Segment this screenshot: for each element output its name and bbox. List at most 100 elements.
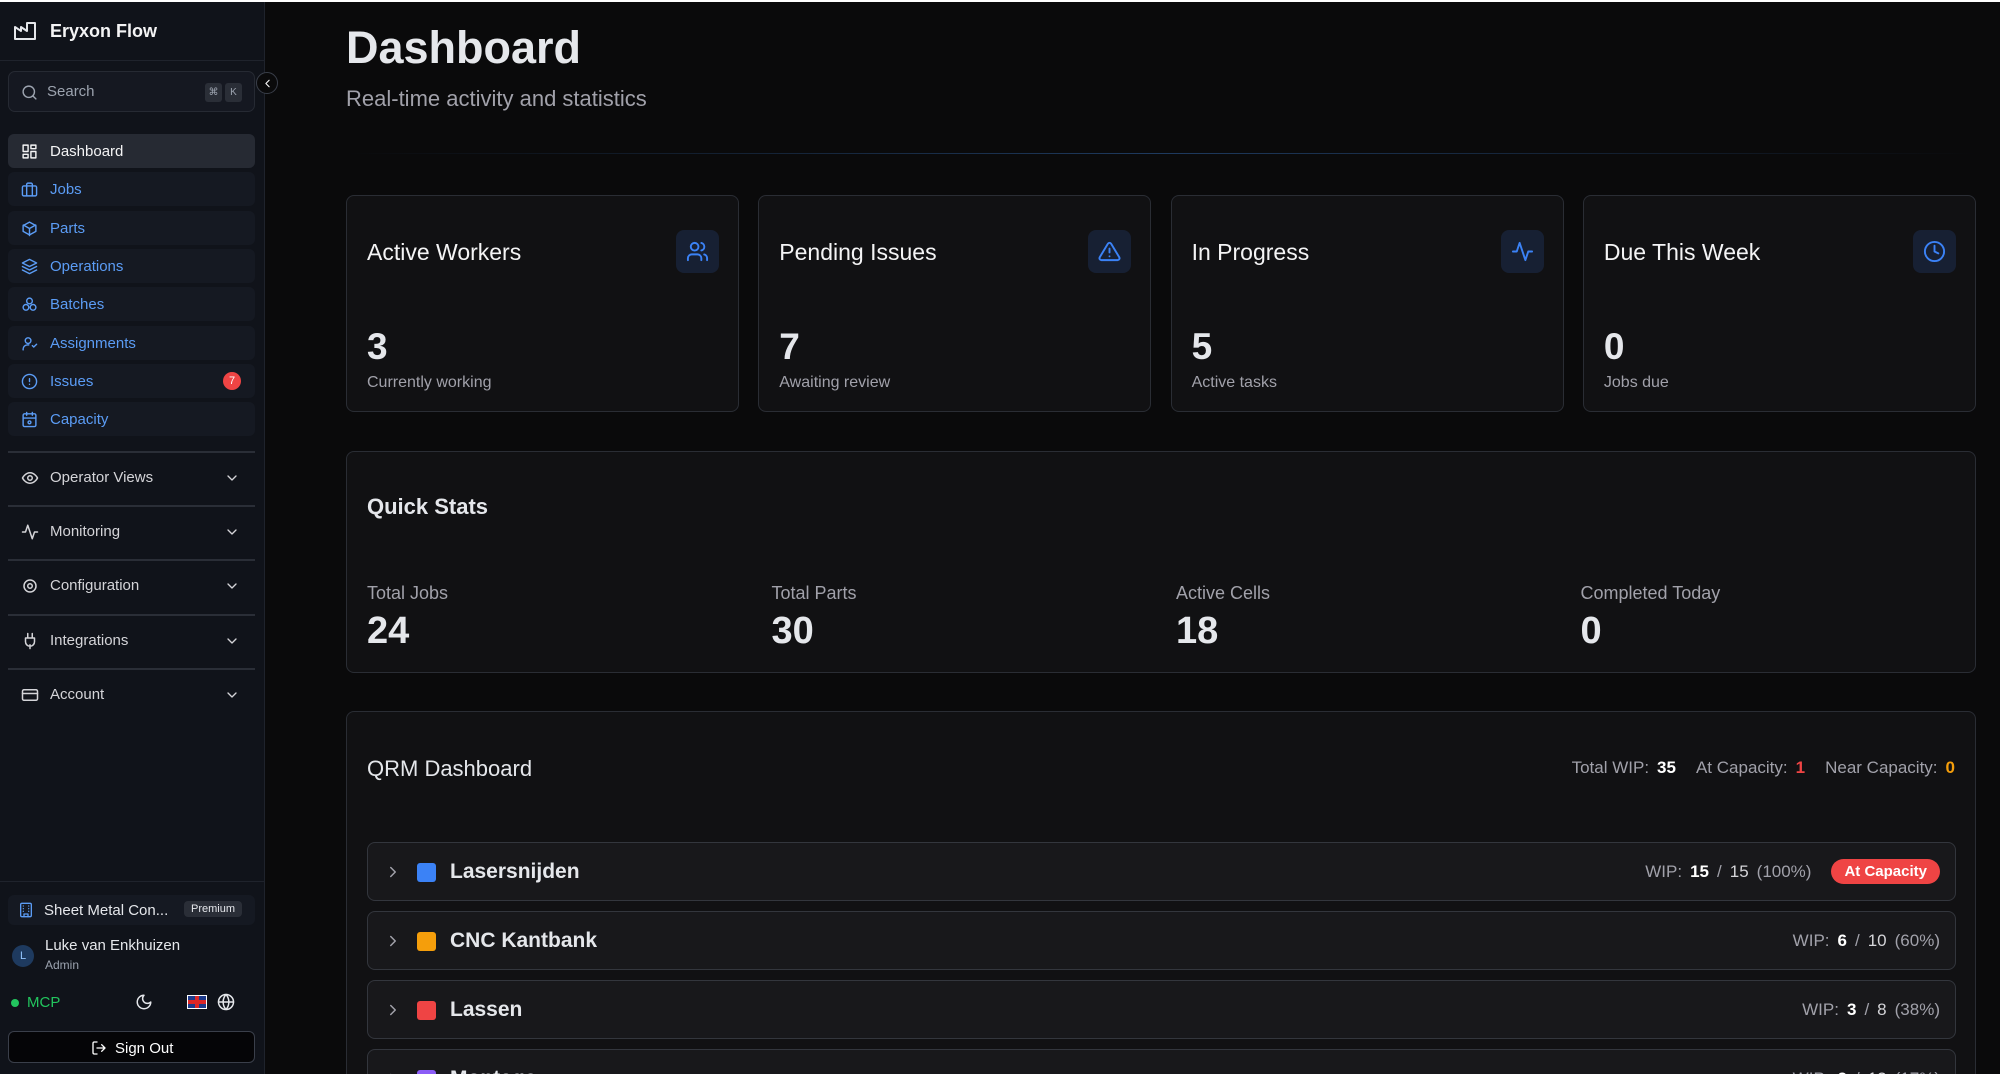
user-avatar: L: [12, 945, 34, 967]
brand-icon-svg: [14, 22, 36, 40]
nav-label: Jobs: [50, 181, 82, 199]
divider: [8, 451, 255, 453]
group-chevron: [224, 524, 240, 540]
panel-title: QRM Dashboard: [367, 756, 533, 781]
nav-group[interactable]: Monitoring: [8, 513, 255, 551]
card-icon-svg: [686, 241, 709, 262]
shortcut-key: ⌘: [205, 83, 222, 102]
cell-row[interactable]: CNC Kantbank WIP: 6 / 10 (60%): [367, 911, 1956, 970]
nav-label: Capacity: [50, 411, 109, 429]
cell-color: [417, 863, 436, 882]
nav-icon: [21, 220, 38, 237]
cell-color: [417, 1070, 436, 1074]
wip-percent: (17%): [1895, 1069, 1940, 1075]
status-badge: At Capacity: [1831, 859, 1940, 884]
row-chevron-svg: [390, 866, 396, 878]
quick-stats-panel: Quick Stats Total Jobs 24 Total Parts 30 Acti…: [346, 451, 1976, 673]
row-chevron: [384, 1001, 402, 1019]
card-caption: Jobs due: [1603, 374, 1669, 391]
nav-item[interactable]: Assignments: [8, 325, 255, 360]
status-label: MCP: [27, 994, 61, 1011]
summary-value: 0: [1945, 758, 1955, 777]
cell-row[interactable]: Montage WIP: 2 / 12 (17%): [367, 1049, 1956, 1074]
wip-info: WIP: 3 / 8 (38%): [1802, 981, 1940, 1038]
divider: [0, 60, 265, 61]
shortcut-key: K: [225, 83, 242, 102]
card-icon-svg: [1098, 241, 1121, 262]
nav-group[interactable]: Operator Views: [8, 459, 255, 497]
status-dot: [11, 999, 19, 1007]
language-toggle[interactable]: [217, 993, 235, 1011]
wip-current: 3: [1846, 999, 1857, 1019]
wip-label: WIP:: [1792, 930, 1830, 950]
org-icon-svg: [20, 902, 32, 918]
group-label: Operator Views: [50, 469, 154, 486]
panel-title: Quick Stats: [367, 494, 489, 519]
group-icon-svg: [21, 472, 39, 484]
group-chevron-svg: [227, 475, 237, 481]
group-chevron: [224, 687, 240, 703]
brand-name: Eryxon Flow: [50, 21, 158, 41]
stat-value: 30: [771, 610, 814, 652]
stat-value: 24: [367, 610, 410, 652]
collapse-icon-svg: [265, 79, 270, 88]
cell-row[interactable]: Lassen WIP: 3 / 8 (38%): [367, 980, 1956, 1039]
org-switcher[interactable]: Sheet Metal Con... Premium: [8, 895, 255, 925]
nav-group[interactable]: Integrations: [8, 622, 255, 660]
nav-item[interactable]: Issues 7: [8, 363, 255, 398]
cell-row[interactable]: Lasersnijden WIP: 15 / 15 (100%) At Capacity: [367, 842, 1956, 901]
org-icon: [18, 902, 34, 918]
row-chevron-svg: [390, 1073, 392, 1074]
wip-separator: /: [1855, 1069, 1860, 1075]
theme-toggle[interactable]: [135, 993, 153, 1011]
nav-label: Assignments: [50, 334, 136, 352]
wip-label: WIP:: [1645, 861, 1683, 881]
group-chevron-svg: [227, 583, 237, 590]
card-title: Pending Issues: [779, 239, 937, 265]
card-title: Active Workers: [367, 239, 522, 265]
wip-limit: 15: [1729, 861, 1749, 881]
wip-label: WIP:: [1793, 1069, 1830, 1075]
nav-item[interactable]: Jobs: [8, 172, 255, 207]
nav-item[interactable]: Dashboard: [8, 134, 255, 168]
wip-info: WIP: 2 / 12 (17%): [1793, 1050, 1940, 1075]
cell-name: Montage: [450, 1067, 536, 1074]
group-icon-svg: [21, 688, 39, 701]
nav-group[interactable]: Configuration: [8, 567, 255, 605]
nav-icon: [21, 143, 38, 160]
card-icon-svg: [1511, 241, 1533, 262]
group-chevron-svg: [227, 529, 237, 535]
card-title: Due This Week: [1603, 239, 1761, 265]
stat-card: Due This Week 0 Jobs due: [1582, 195, 1976, 412]
theme-toggle-svg: [136, 994, 152, 1010]
card-value: 3: [367, 326, 388, 367]
nav-icon-svg: [22, 221, 37, 236]
wip-limit: 12: [1868, 1069, 1887, 1075]
nav-label: Dashboard: [50, 143, 124, 160]
divider: [0, 881, 265, 882]
nav-group[interactable]: Account: [8, 676, 255, 714]
wip-current: 2: [1838, 1069, 1847, 1075]
stat-value: 0: [1580, 610, 1602, 652]
search-icon-svg: [22, 85, 37, 100]
cell-color: [417, 1001, 436, 1020]
collapse-button[interactable]: [256, 72, 278, 94]
sign-out-button[interactable]: Sign Out: [8, 1031, 255, 1063]
wip-info: WIP: 6 / 10 (60%): [1793, 912, 1940, 969]
stat-card: Pending Issues 7 Awaiting review: [758, 195, 1152, 412]
nav-item[interactable]: Capacity: [8, 402, 255, 437]
nav-item[interactable]: Batches: [8, 287, 255, 322]
language-flag[interactable]: [187, 995, 207, 1009]
language-toggle-svg: [217, 993, 235, 1011]
card-icon: [1923, 240, 1946, 263]
wip-limit: 10: [1867, 930, 1887, 950]
search-box[interactable]: Search ⌘ K: [8, 71, 255, 112]
nav-item[interactable]: Parts: [8, 210, 255, 245]
nav-icon-svg: [22, 297, 37, 312]
group-chevron: [224, 578, 240, 594]
cell-color: [417, 932, 436, 951]
page-title: Dashboard: [346, 22, 582, 73]
nav-item[interactable]: Operations: [8, 248, 255, 283]
group-chevron-svg: [227, 637, 237, 644]
